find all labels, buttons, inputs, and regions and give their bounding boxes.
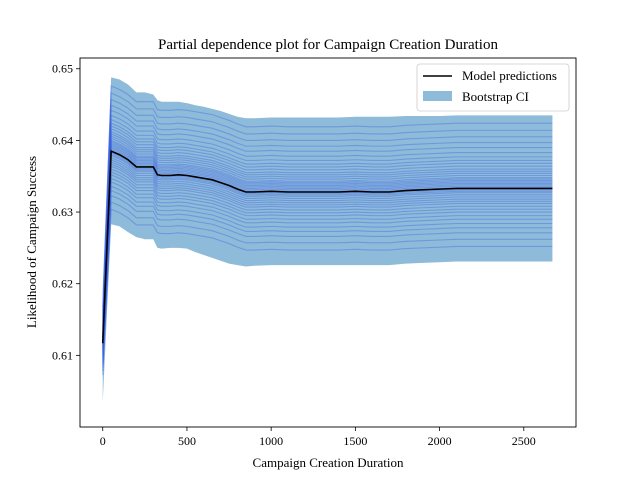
bootstrap-sample-line bbox=[102, 165, 553, 352]
y-tick-label: 0.65 bbox=[52, 62, 73, 76]
bootstrap-sample-line bbox=[102, 135, 553, 335]
bootstrap-sample-line bbox=[102, 137, 553, 337]
legend: Model predictions Bootstrap CI bbox=[416, 63, 570, 112]
bootstrap-ci-band-layer bbox=[102, 77, 553, 402]
bootstrap-sample-line bbox=[102, 118, 553, 326]
model-prediction-layer bbox=[101, 149, 553, 344]
bootstrap-sample-line bbox=[102, 145, 553, 341]
bootstrap-sample-line bbox=[102, 104, 553, 318]
bootstrap-sample-line bbox=[102, 168, 553, 354]
y-axis-ticks: 0.61 0.62 0.63 0.64 0.65 bbox=[52, 62, 80, 362]
bootstrap-sample-line bbox=[102, 114, 553, 324]
x-tick-label: 1500 bbox=[343, 434, 367, 448]
y-tick-label: 0.64 bbox=[52, 133, 73, 147]
legend-model-predictions: Model predictions bbox=[462, 68, 557, 83]
legend-ci-swatch bbox=[423, 91, 452, 101]
bootstrap-sample-line bbox=[102, 98, 553, 315]
legend-bootstrap-ci: Bootstrap CI bbox=[462, 89, 529, 104]
y-tick-label: 0.61 bbox=[52, 348, 73, 362]
bootstrap-sample-line bbox=[102, 185, 553, 363]
x-tick-label: 500 bbox=[178, 434, 196, 448]
bootstrap-sample-line bbox=[102, 125, 553, 330]
bootstrap-sample-line bbox=[102, 92, 553, 312]
y-tick-label: 0.63 bbox=[52, 205, 73, 219]
bootstrap-ci-band bbox=[102, 77, 553, 402]
x-tick-label: 2000 bbox=[428, 434, 452, 448]
bootstrap-sample-line bbox=[102, 143, 553, 340]
bootstrap-sample-line bbox=[102, 142, 553, 339]
bootstrap-sample-line bbox=[102, 163, 553, 351]
bootstrap-sample-line bbox=[102, 122, 553, 328]
bootstrap-sample-line bbox=[102, 153, 553, 345]
y-tick-label: 0.62 bbox=[52, 277, 73, 291]
legend-box bbox=[416, 63, 570, 112]
bootstrap-sample-line bbox=[102, 133, 553, 334]
plot-frame bbox=[79, 57, 577, 428]
bootstrap-sample-line bbox=[102, 128, 553, 331]
bootstrap-sample-line bbox=[102, 156, 553, 347]
bootstrap-sample-line bbox=[102, 171, 553, 355]
bootstrap-sample-line bbox=[102, 173, 553, 357]
bootstrap-sample-line bbox=[102, 161, 553, 350]
model-predictions-line bbox=[101, 149, 553, 344]
bootstrap-lines-layer bbox=[102, 85, 553, 376]
bootstrap-sample-line bbox=[102, 139, 553, 338]
x-tick-label: 1000 bbox=[259, 434, 283, 448]
chart-title: Partial dependence plot for Campaign Cre… bbox=[158, 37, 498, 53]
bootstrap-sample-line bbox=[102, 177, 553, 359]
bootstrap-sample-line bbox=[102, 148, 553, 343]
bootstrap-sample-line bbox=[102, 109, 553, 321]
x-axis-label: Campaign Creation Duration bbox=[253, 455, 404, 470]
bootstrap-sample-line bbox=[102, 201, 553, 372]
x-axis-ticks: 0 500 1000 1500 2000 2500 bbox=[100, 427, 536, 448]
bootstrap-sample-line bbox=[102, 141, 553, 339]
bootstrap-sample-line bbox=[102, 158, 553, 348]
bootstrap-sample-line bbox=[102, 208, 553, 376]
x-tick-label: 2500 bbox=[512, 434, 536, 448]
bootstrap-sample-line bbox=[102, 154, 553, 346]
bootstrap-sample-line bbox=[102, 189, 553, 365]
bootstrap-sample-line bbox=[102, 130, 553, 333]
y-axis-label: Likelihood of Campaign Success bbox=[24, 156, 39, 328]
bootstrap-sample-line bbox=[102, 181, 553, 361]
bootstrap-sample-line bbox=[102, 85, 553, 308]
bootstrap-sample-line bbox=[102, 194, 553, 368]
bootstrap-sample-line bbox=[102, 146, 553, 342]
x-tick-label: 0 bbox=[100, 434, 106, 448]
